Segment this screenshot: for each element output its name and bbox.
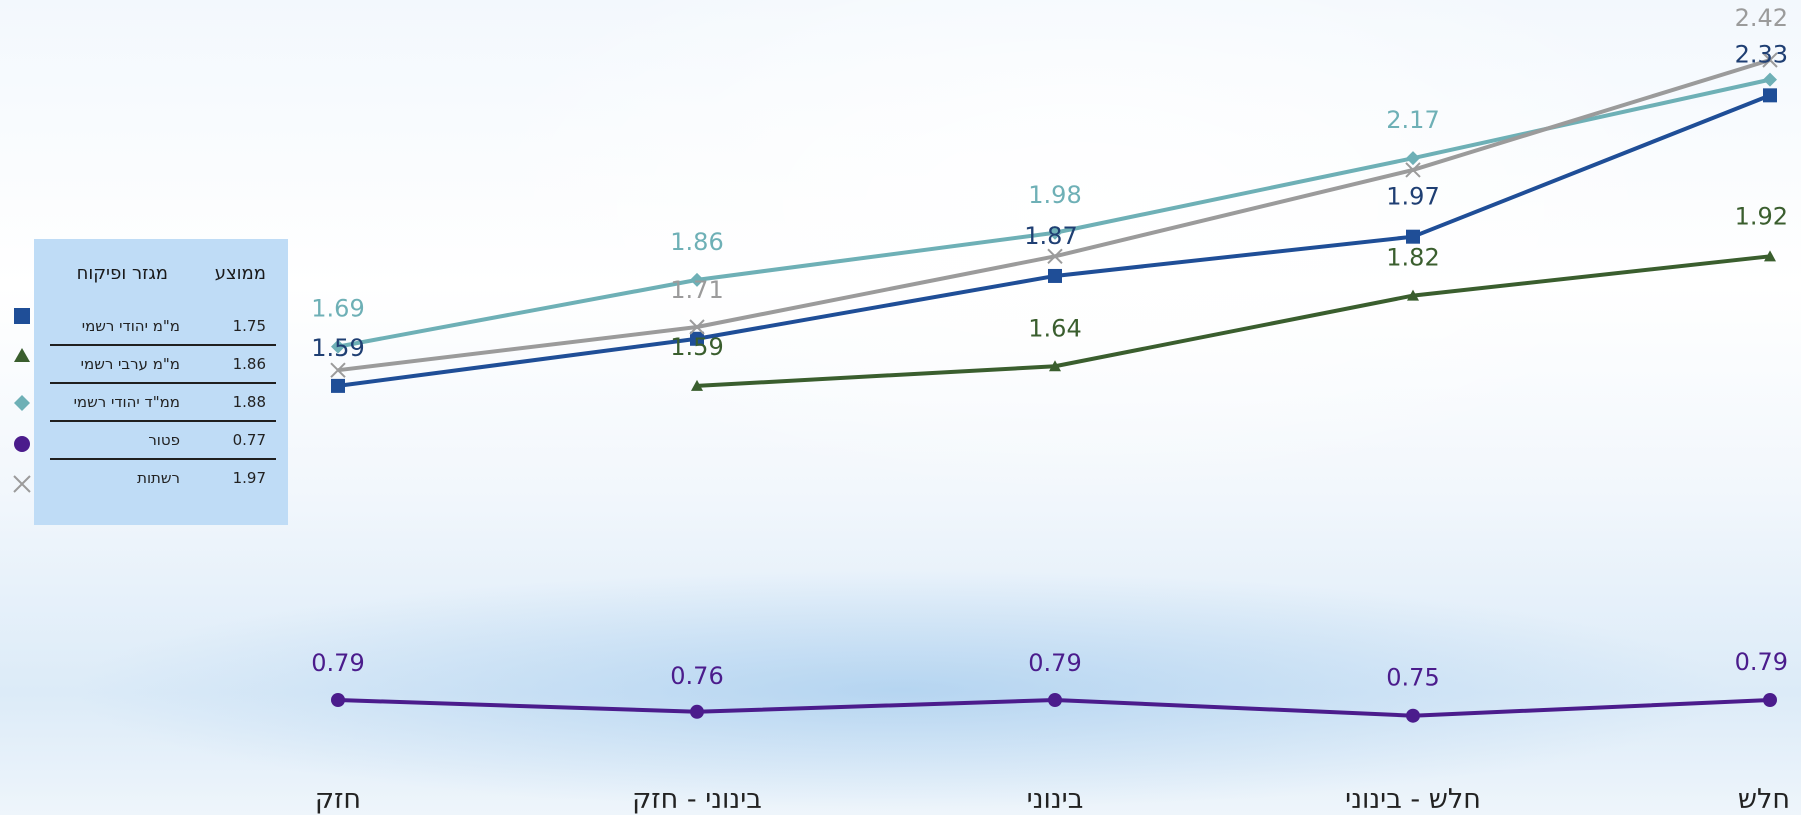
x-tick-label: חזק — [315, 784, 361, 815]
legend-average: 1.97 — [232, 469, 266, 487]
series-line — [337, 77, 1771, 349]
legend-circle-marker-icon — [12, 434, 32, 454]
data-label: 0.79 — [311, 649, 364, 677]
legend-row-jewish-state: מ"מ יהודי רשמי 1.75 — [50, 308, 276, 346]
legend-table: ממוצע מגזר ופיקוח מ"מ יהודי רשמי 1.75 מ"… — [34, 239, 288, 525]
data-label: 1.92 — [1735, 202, 1788, 230]
legend-header-average: ממוצע — [214, 263, 266, 284]
data-point — [1047, 248, 1063, 265]
data-point — [1763, 88, 1777, 103]
data-point — [1407, 289, 1419, 301]
data-point — [690, 704, 704, 719]
data-label: 1.64 — [1028, 314, 1081, 342]
data-label: 1.71 — [670, 276, 723, 304]
legend-label: פטור — [148, 431, 180, 449]
legend-row-arab-state: מ"מ ערבי רשמי 1.86 — [50, 346, 276, 384]
data-label: 2.17 — [1386, 106, 1439, 134]
data-label: 0.79 — [1028, 649, 1081, 677]
data-point — [331, 693, 345, 707]
legend-average: 1.75 — [232, 317, 266, 335]
data-point — [1762, 52, 1778, 68]
legend-label: ממ"ד יהודי רשמי — [73, 393, 180, 411]
data-label: 1.69 — [311, 295, 364, 323]
legend-row-networks: רשתות 1.97 — [50, 460, 276, 498]
data-point — [689, 319, 705, 335]
legend-row-exempt: פטור 0.77 — [50, 422, 276, 460]
data-point — [1763, 693, 1777, 707]
data-label: 2.33 — [1735, 40, 1788, 68]
data-point — [1405, 162, 1421, 178]
legend-divider — [50, 382, 276, 384]
series-line — [696, 254, 1771, 388]
legend-diamond-marker-icon — [12, 393, 32, 413]
data-point — [690, 331, 704, 346]
x-tick-label: חלש - בינוני — [1345, 784, 1481, 815]
x-tick-label: בינוני — [1027, 784, 1084, 815]
data-point — [1406, 151, 1420, 166]
legend-label: מ"מ ערבי רשמי — [80, 355, 180, 373]
data-point — [1049, 360, 1061, 372]
data-label: 1.82 — [1386, 244, 1439, 272]
data-point — [1048, 693, 1062, 707]
data-point — [691, 379, 703, 391]
x-tick-label: חלש — [1738, 784, 1790, 815]
legend-divider — [50, 458, 276, 460]
data-label: 1.59 — [311, 334, 364, 362]
data-point — [1764, 250, 1776, 262]
data-label: 1.98 — [1028, 181, 1081, 209]
data-label: 1.97 — [1386, 183, 1439, 211]
data-point — [1406, 708, 1420, 723]
legend-divider — [50, 420, 276, 422]
legend-average: 1.86 — [232, 355, 266, 373]
legend-triangle-marker-icon — [12, 345, 32, 365]
data-point — [690, 272, 704, 287]
legend-divider — [50, 344, 276, 346]
legend-average: 1.88 — [232, 393, 266, 411]
data-label: 0.75 — [1386, 664, 1439, 692]
data-point — [331, 339, 345, 354]
data-point — [1406, 229, 1420, 244]
legend-label: מ"מ יהודי רשמי — [81, 317, 180, 335]
data-label: 1.86 — [670, 228, 723, 256]
x-tick-label: בינוני - חזק — [632, 784, 762, 815]
legend-label: רשתות — [137, 469, 180, 487]
data-label: 0.76 — [670, 662, 723, 690]
data-label: 2.42 — [1735, 4, 1788, 32]
data-label: 1.87 — [1024, 222, 1077, 250]
data-label: 1.59 — [670, 333, 723, 361]
legend-header-sector: מגזר ופיקוח — [76, 263, 168, 284]
data-point — [330, 362, 346, 378]
data-point — [1048, 268, 1062, 283]
data-point — [331, 378, 345, 393]
data-point — [1048, 225, 1062, 240]
legend-x-marker-icon — [12, 474, 32, 494]
legend-square-marker-icon — [12, 306, 32, 326]
legend-header: ממוצע מגזר ופיקוח — [34, 263, 288, 293]
legend-row-state-religious: ממ"ד יהודי רשמי 1.88 — [50, 384, 276, 422]
data-point — [1763, 72, 1777, 87]
data-label: 0.79 — [1735, 648, 1788, 676]
legend-average: 0.77 — [232, 431, 266, 449]
